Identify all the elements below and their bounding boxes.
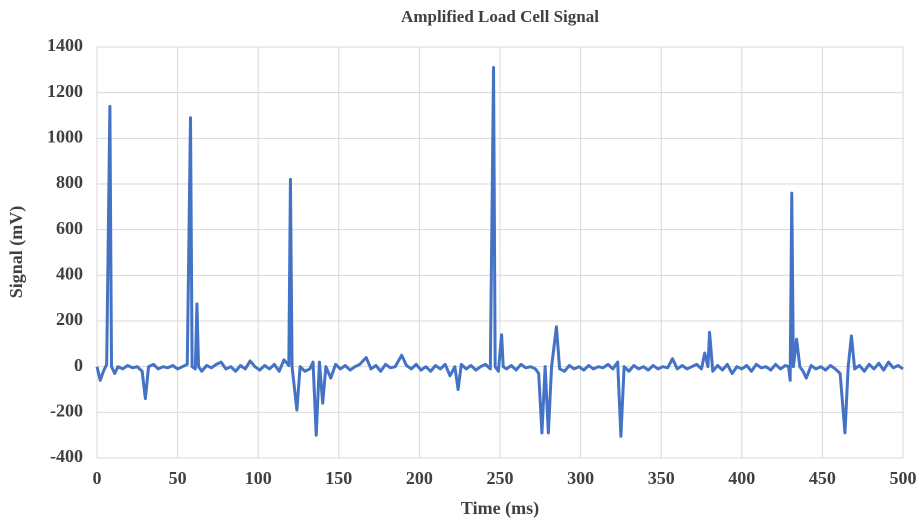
y-tick-label: 1000 [47,126,83,146]
x-tick-label: 250 [487,468,514,488]
x-tick-label: 500 [890,468,917,488]
x-tick-label: 300 [567,468,594,488]
y-tick-label: 600 [56,218,83,238]
y-tick-label: -200 [50,400,83,420]
chart-title: Amplified Load Cell Signal [401,7,599,26]
x-tick-label: 200 [406,468,433,488]
y-tick-label: -400 [50,446,83,466]
y-tick-label: 400 [56,263,83,283]
x-tick-label: 100 [245,468,272,488]
x-tick-label: 350 [648,468,675,488]
y-tick-label: 200 [56,309,83,329]
x-tick-label: 150 [325,468,352,488]
series-line [95,66,904,438]
y-tick-label: 1200 [47,81,83,101]
x-axis-label: Time (ms) [461,498,539,519]
x-tick-label: 450 [809,468,836,488]
y-axis-label: Signal (mV) [6,206,27,299]
x-tick-label: 50 [169,468,187,488]
x-tick-label: 0 [93,468,102,488]
y-tick-label: 0 [74,355,83,375]
x-tick-label: 400 [728,468,755,488]
y-tick-label: 800 [56,172,83,192]
y-tick-label: 1400 [47,35,83,55]
